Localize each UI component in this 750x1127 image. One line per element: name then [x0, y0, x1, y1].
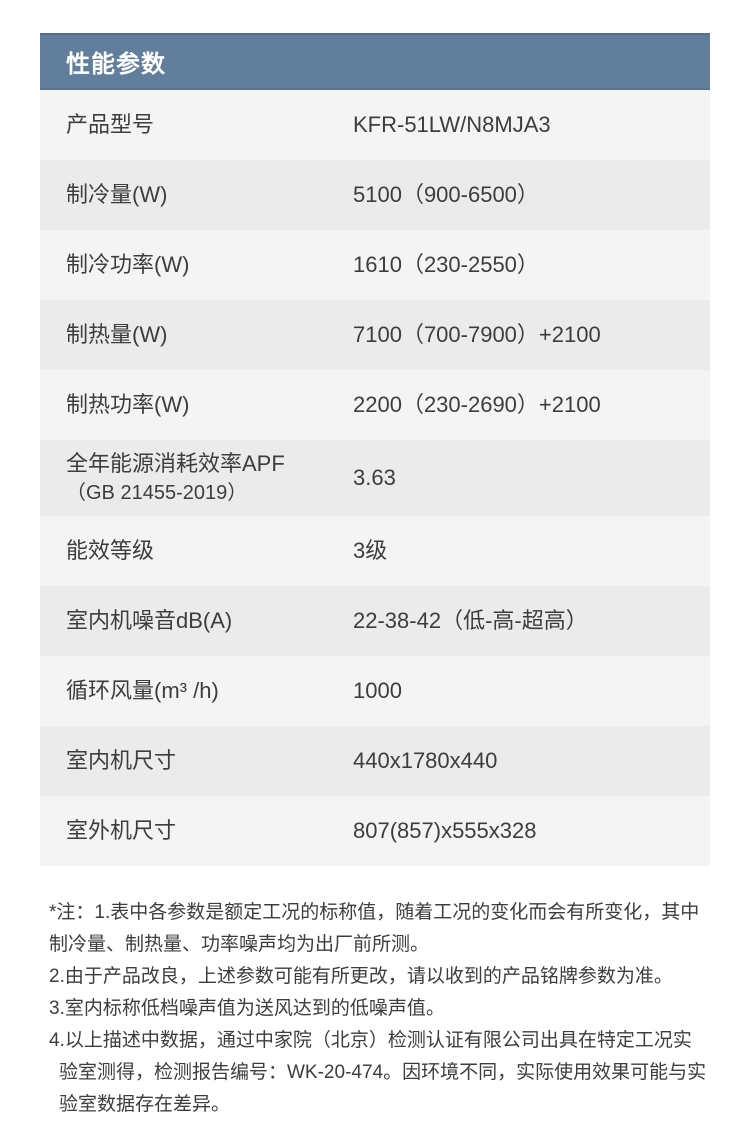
spec-rows: 产品型号 KFR-51LW/N8MJA3 制冷量(W) 5100（900-650… [40, 90, 710, 866]
row-label: 制冷功率(W) [66, 252, 190, 278]
note-4: 4.以上描述中数据，通过中家院（北京）检测认证有限公司出具在特定工况实验室测得，… [49, 1030, 707, 1115]
row-label-line1: 全年能源消耗效率APF [66, 451, 285, 477]
footnotes: *注：1.表中各参数是额定工况的标称值，随着工况的变化而会有所变化，其中制冷量、… [49, 897, 710, 1121]
row-value: 1000 [353, 678, 402, 704]
row-product-model: 产品型号 KFR-51LW/N8MJA3 [40, 90, 710, 160]
row-label: 制冷量(W) [66, 182, 168, 208]
row-heating-capacity: 制热量(W) 7100（700-7900）+2100 [40, 300, 710, 370]
row-indoor-noise: 室内机噪音dB(A) 22-38-42（低-高-超高） [40, 586, 710, 656]
section-header: 性能参数 [40, 33, 710, 90]
section-title: 性能参数 [66, 51, 166, 78]
row-value: KFR-51LW/N8MJA3 [353, 112, 551, 138]
row-value: 3.63 [353, 465, 396, 491]
row-cooling-power: 制冷功率(W) 1610（230-2550） [40, 230, 710, 300]
row-value: 5100（900-6500） [353, 182, 539, 208]
row-label: 制热量(W) [66, 322, 168, 348]
row-air-circulation-volume: 循环风量(m³ /h) 1000 [40, 656, 710, 726]
row-label: 全年能源消耗效率APF （GB 21455-2019） [66, 450, 353, 506]
row-cooling-capacity: 制冷量(W) 5100（900-6500） [40, 160, 710, 230]
row-indoor-unit-size: 室内机尺寸 440x1780x440 [40, 726, 710, 796]
row-apf-efficiency: 全年能源消耗效率APF （GB 21455-2019） 3.63 [40, 440, 710, 516]
note-2: 2.由于产品改良，上述参数可能有所更改，请以收到的产品铭牌参数为准。 [49, 966, 673, 987]
row-heating-power: 制热功率(W) 2200（230-2690）+2100 [40, 370, 710, 440]
row-label: 循环风量(m³ /h) [66, 678, 219, 704]
note-1: *注：1.表中各参数是额定工况的标称值，随着工况的变化而会有所变化，其中制冷量、… [49, 902, 700, 955]
row-value: 1610（230-2550） [353, 252, 539, 278]
row-label: 室内机噪音dB(A) [66, 608, 233, 634]
row-label: 室外机尺寸 [66, 818, 177, 844]
row-label: 能效等级 [66, 538, 155, 564]
row-value: 22-38-42（低-高-超高） [353, 608, 588, 634]
row-label: 制热功率(W) [66, 392, 190, 418]
spec-table: 性能参数 产品型号 KFR-51LW/N8MJA3 制冷量(W) 5100（90… [40, 33, 710, 866]
row-energy-efficiency-grade: 能效等级 3级 [40, 516, 710, 586]
row-value: 440x1780x440 [353, 748, 498, 774]
row-value: 7100（700-7900）+2100 [353, 322, 601, 348]
row-value: 2200（230-2690）+2100 [353, 392, 601, 418]
row-label-line2: （GB 21455-2019） [66, 481, 248, 504]
note-3: 3.室内标称低档噪声值为送风达到的低噪声值。 [49, 998, 445, 1019]
row-value: 807(857)x555x328 [353, 818, 537, 844]
row-label: 室内机尺寸 [66, 748, 177, 774]
row-value: 3级 [353, 538, 388, 564]
row-label: 产品型号 [66, 112, 155, 138]
row-outdoor-unit-size: 室外机尺寸 807(857)x555x328 [40, 796, 710, 866]
